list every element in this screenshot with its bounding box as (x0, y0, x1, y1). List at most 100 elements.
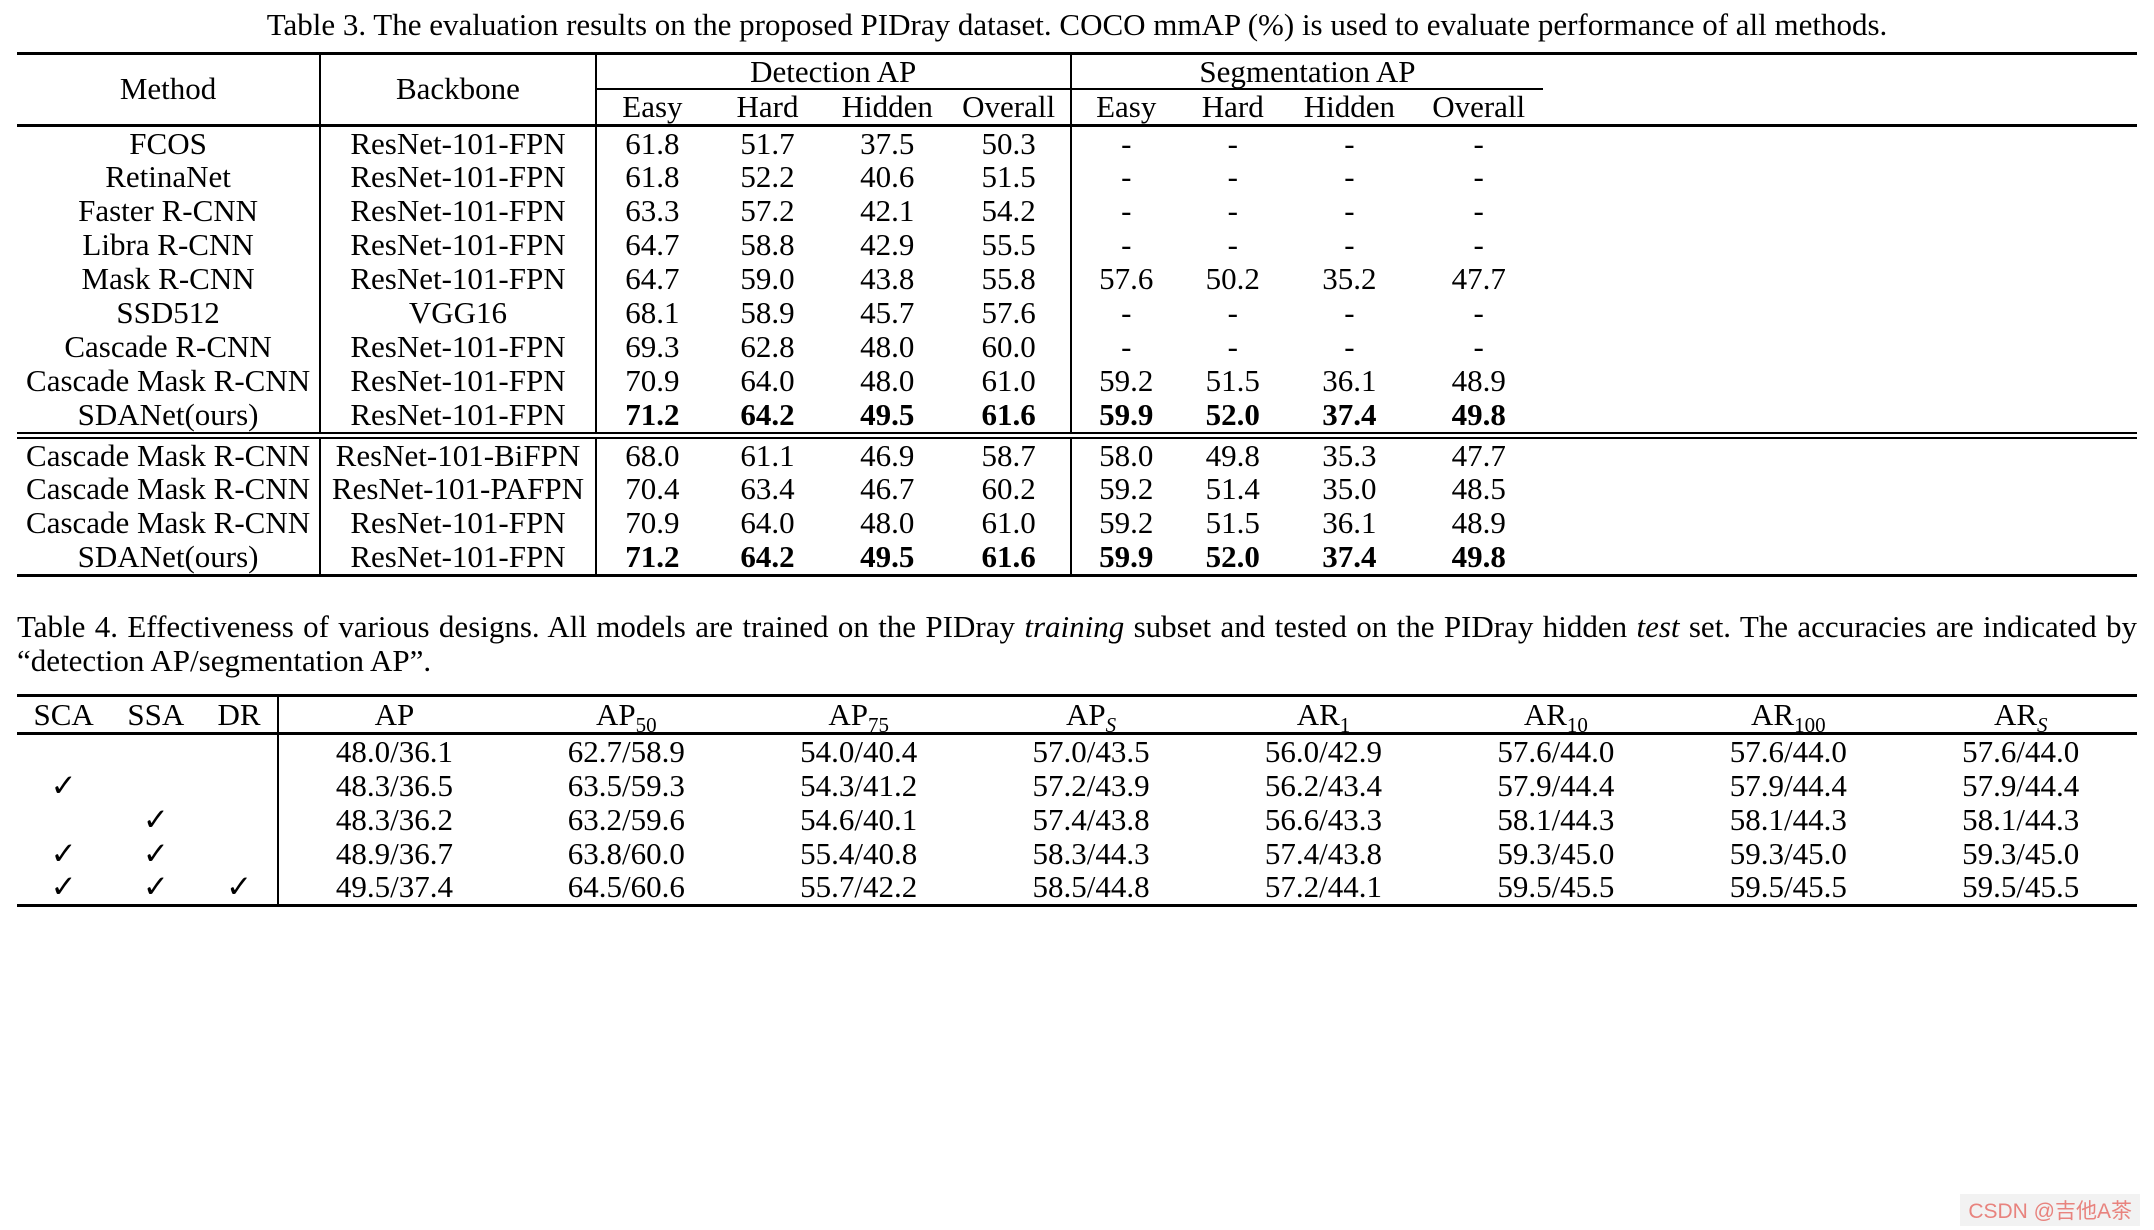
value-cell: - (1473, 330, 1484, 365)
value-cell: 64.5/60.6 (567, 870, 685, 905)
caption-text-segment: Table 4. Effectiveness of various design… (17, 608, 1025, 644)
table3-group-header-row: Method Backbone Detection AP Segmentatio… (17, 53, 2137, 127)
value-cell: 48.3/36.5 (335, 768, 453, 803)
sca-check-cell: ✓ (50, 768, 77, 803)
value-cell: - (1344, 330, 1355, 365)
value-cell: 48.0 (860, 506, 915, 541)
value-cell: 57.0/43.5 (1032, 733, 1150, 769)
value-cell: 48.9/36.7 (335, 836, 453, 871)
value-cell: 61.0 (947, 364, 1072, 399)
dr-check-cell (201, 802, 279, 837)
value-cell: - (1227, 296, 1238, 331)
filler-cell (1543, 262, 2137, 296)
table3-subheader: Hidden (826, 89, 948, 127)
sca-check-cell (17, 733, 110, 768)
value-cell: - (1344, 296, 1355, 331)
value-cell: 50.3 (947, 125, 1072, 161)
value-cell: 52.2 (740, 160, 795, 195)
value-cell: 46.7 (860, 472, 915, 507)
table3-subheader: Hard (708, 89, 827, 127)
value-cell: 64.7 (625, 228, 680, 263)
table3-row: SSD512 VGG16 68.1 58.9 45.7 57.6 - - - - (17, 296, 2137, 331)
value-cell: 46.9 (826, 431, 948, 473)
table3-row: Cascade Mask R-CNN ResNet-101-BiFPN 68.0 61… (17, 431, 2137, 473)
header-subscript: S (2037, 712, 2048, 734)
value-cell: 47.7 (1451, 262, 1506, 297)
value-cell: 55.5 (947, 228, 1072, 263)
value-cell: 70.4 (625, 472, 680, 507)
value-cell: - (1121, 194, 1132, 229)
header-subscript: 50 (635, 712, 657, 734)
table4-row: ✓ ✓ ✓ 49.5/37.4 64.5/60.6 55.7/42.2 58.5/44.8 5… (17, 870, 2137, 906)
table4-header: SCA SSA DR AP AP50 AP75 APS AR1 AR10 AR100 ARS (17, 695, 2137, 735)
value-cell: 52.0 (1205, 540, 1260, 575)
value-cell: 63.4 (740, 472, 795, 507)
table3-row: Cascade R-CNN ResNet-101-FPN 69.3 62.8 48.0 6… (17, 330, 2137, 365)
value-cell: 58.1/44.3 (1729, 802, 1847, 837)
value-cell: 64.0 (740, 506, 795, 541)
paper-page: Table 3. The evaluation results on the p… (17, 7, 2137, 907)
header-subscript: 75 (868, 712, 890, 734)
value-cell: 59.5/45.5 (1962, 870, 2080, 905)
value-cell: 48.9 (1451, 506, 1506, 541)
value-cell: 57.6 (947, 296, 1072, 331)
value-cell: 64.7 (625, 262, 680, 297)
filler-cell (1543, 125, 2137, 160)
method-cell: Faster R-CNN (17, 194, 322, 229)
method-column-header: Method (17, 53, 322, 127)
value-cell: 57.6/44.0 (1497, 733, 1615, 769)
dr-check-cell: ✓ (201, 870, 279, 906)
dr-check-cell (201, 768, 279, 803)
value-cell: - (1473, 228, 1484, 263)
value-cell: 57.2/44.1 (1264, 870, 1383, 905)
value-cell: 36.1 (1322, 506, 1377, 541)
table3-group2: Cascade Mask R-CNN ResNet-101-BiFPN 68.0 61… (17, 431, 2137, 576)
table3-subheader-row: Easy Hard Hidden Overall Easy Hard Hidden Overa… (17, 89, 2137, 127)
table3-subheader: Hard (1180, 89, 1285, 127)
value-cell: 70.9 (625, 364, 680, 399)
backbone-cell: ResNet-101-FPN (320, 228, 597, 263)
method-cell: RetinaNet (17, 160, 322, 195)
table4-row: ✓ 48.3/36.2 63.2/59.6 54.6/40.1 57.4/43.8 56.… (17, 802, 2137, 837)
value-cell: 47.7 (1414, 431, 1544, 473)
value-cell: 57.4/43.8 (1032, 802, 1150, 837)
backbone-cell: ResNet-101-FPN (320, 194, 597, 229)
value-cell: 59.3/45.0 (1962, 836, 2080, 871)
value-cell: 43.8 (860, 262, 915, 297)
value-cell: 63.3 (625, 194, 680, 229)
value-cell: - (1344, 194, 1355, 229)
value-cell: 37.5 (860, 125, 915, 161)
value-cell: 64.2 (740, 540, 795, 575)
value-cell: 57.6/44.0 (1962, 733, 2080, 769)
value-cell: 35.2 (1322, 262, 1377, 297)
table4: SCA SSA DR AP AP50 AP75 APS AR1 AR10 AR100 ARS 48.… (17, 693, 2137, 907)
table4-row: 48.0/36.1 62.7/58.9 54.0/40.4 57.0/43.5 56.0… (17, 733, 2137, 769)
method-cell: SSD512 (17, 296, 322, 331)
method-cell: Cascade R-CNN (17, 330, 322, 365)
value-cell: 49.5/37.4 (335, 870, 453, 905)
backbone-cell: ResNet-101-PAFPN (320, 472, 597, 507)
value-cell: 71.2 (625, 398, 680, 433)
filler-cell (1543, 194, 2137, 228)
header-subscript: 100 (1794, 712, 1826, 734)
value-cell: 42.1 (860, 194, 915, 229)
value-cell: 42.9 (860, 228, 915, 263)
table3-row: Mask R-CNN ResNet-101-FPN 64.7 59.0 43.8 55.8… (17, 262, 2137, 297)
value-cell: 51.5 (1205, 364, 1260, 399)
value-cell: - (1121, 125, 1132, 161)
caption-text-segment: subset and tested on the PIDray hidden (1124, 608, 1637, 644)
ssa-check-cell (110, 768, 201, 802)
ssa-check-cell (110, 733, 201, 768)
value-cell: 56.6/43.3 (1264, 802, 1383, 837)
value-cell: 51.7 (740, 125, 795, 161)
value-cell: 60.0 (947, 330, 1072, 365)
value-cell: 56.0/42.9 (1264, 733, 1383, 769)
value-cell: 48.5 (1451, 472, 1506, 507)
value-cell: 40.6 (860, 160, 915, 195)
table4-column-header: AR10 (1439, 695, 1673, 735)
value-cell: 58.0 (1070, 431, 1181, 473)
table3-subheader: Easy (1070, 89, 1181, 127)
table3-row: FCOS ResNet-101-FPN 61.8 51.7 37.5 50.3 - - - - (17, 125, 2137, 161)
value-cell: 58.9 (740, 296, 795, 331)
method-cell: Cascade Mask R-CNN (17, 472, 322, 507)
